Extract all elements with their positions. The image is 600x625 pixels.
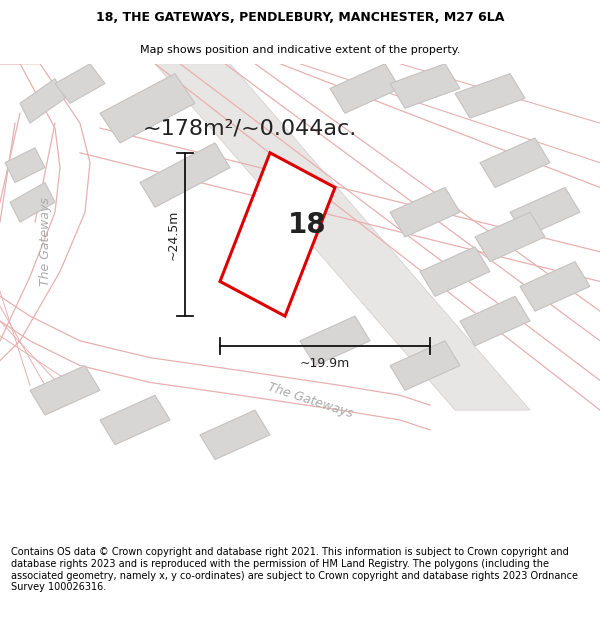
Polygon shape — [10, 182, 55, 222]
Polygon shape — [460, 296, 530, 346]
Polygon shape — [455, 74, 525, 118]
Polygon shape — [520, 262, 590, 311]
Text: ~19.9m: ~19.9m — [300, 357, 350, 370]
Polygon shape — [420, 247, 490, 296]
Text: Map shows position and indicative extent of the property.: Map shows position and indicative extent… — [140, 45, 460, 55]
Text: The Gateways: The Gateways — [266, 380, 354, 420]
Polygon shape — [200, 410, 270, 459]
Polygon shape — [480, 138, 550, 188]
Text: Contains OS data © Crown copyright and database right 2021. This information is : Contains OS data © Crown copyright and d… — [11, 548, 578, 592]
Polygon shape — [100, 395, 170, 445]
Polygon shape — [140, 143, 230, 208]
Polygon shape — [390, 341, 460, 390]
Polygon shape — [475, 212, 545, 262]
Text: 18, THE GATEWAYS, PENDLEBURY, MANCHESTER, M27 6LA: 18, THE GATEWAYS, PENDLEBURY, MANCHESTER… — [96, 11, 504, 24]
Polygon shape — [390, 188, 460, 237]
Polygon shape — [30, 366, 100, 415]
Polygon shape — [5, 148, 45, 182]
Text: The Gateways: The Gateways — [38, 198, 52, 286]
Polygon shape — [20, 79, 65, 123]
Polygon shape — [220, 152, 335, 316]
Text: ~24.5m: ~24.5m — [167, 209, 179, 259]
Polygon shape — [155, 64, 530, 410]
Text: 18: 18 — [288, 211, 327, 239]
Text: ~178m²/~0.044ac.: ~178m²/~0.044ac. — [143, 118, 357, 138]
Polygon shape — [390, 64, 460, 108]
Polygon shape — [300, 316, 370, 366]
Polygon shape — [510, 188, 580, 237]
Polygon shape — [100, 74, 195, 143]
Polygon shape — [330, 64, 400, 113]
Polygon shape — [55, 64, 105, 103]
